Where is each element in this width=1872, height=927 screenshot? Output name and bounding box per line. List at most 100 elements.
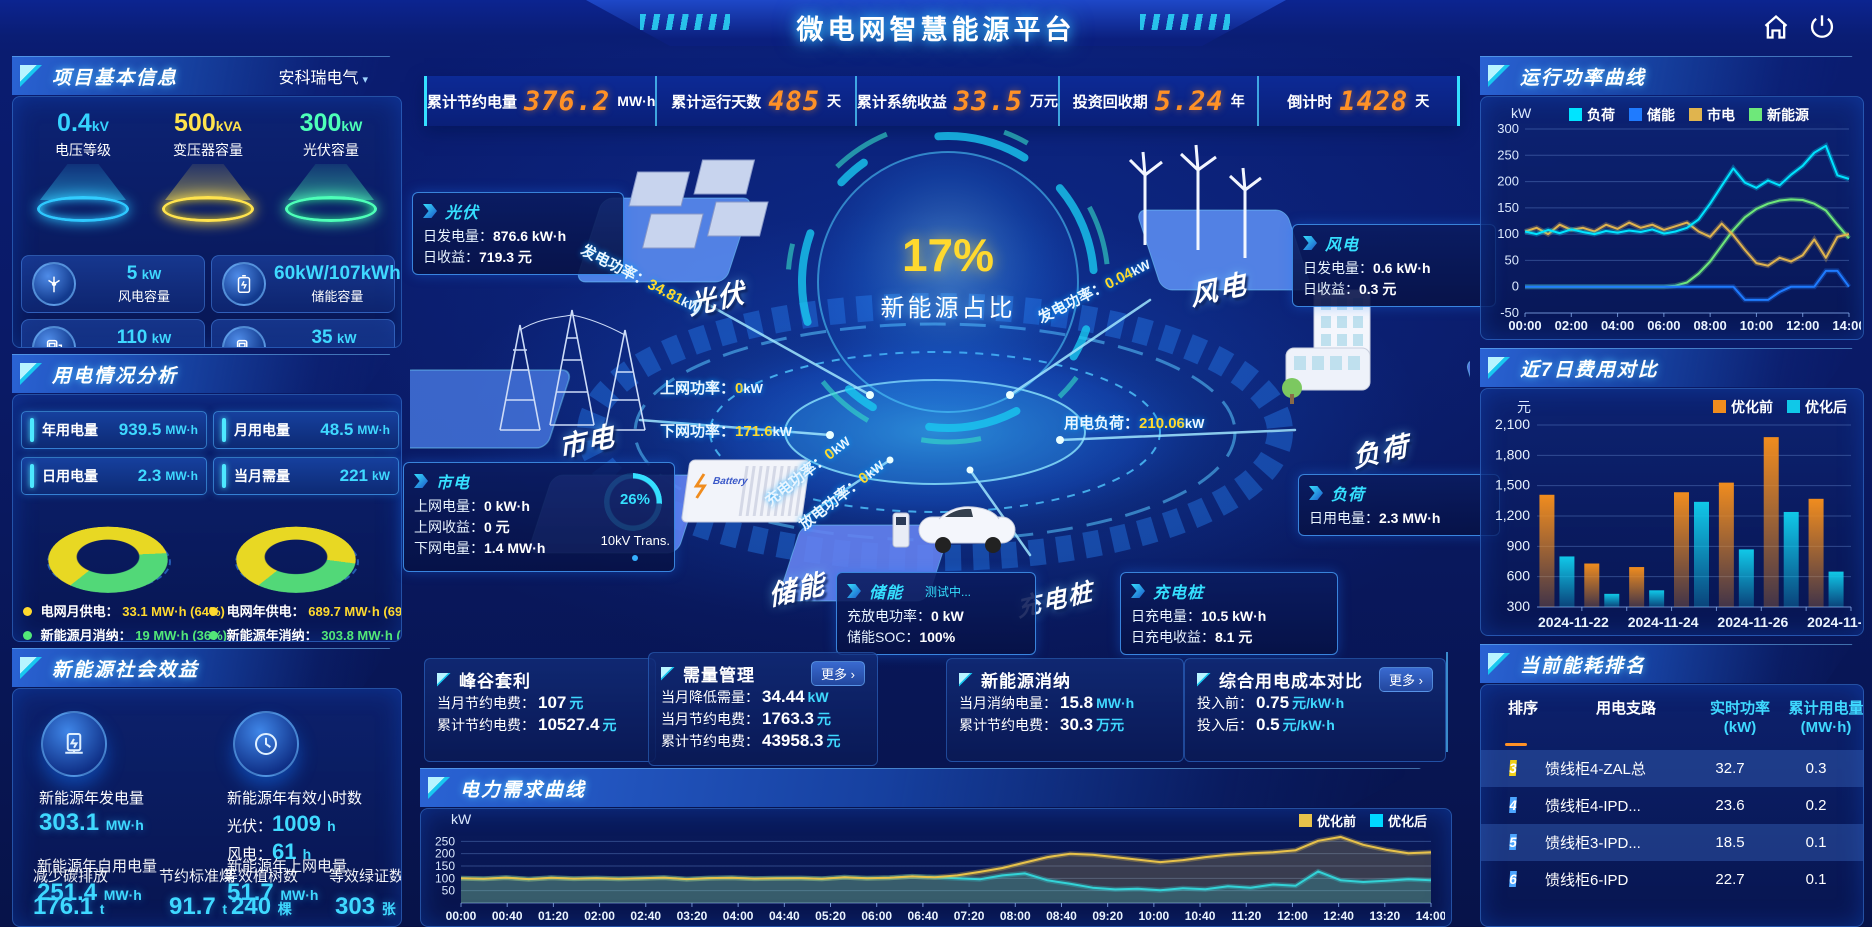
kpi-item: 倒计时 1428 天 (1257, 76, 1457, 126)
benefit-row: 累计节约电费： 10527.4 元 (437, 715, 617, 734)
benefit-value: 303 张 (335, 893, 396, 920)
sphere-outline (817, 151, 1079, 413)
spotlight-unit: kW (341, 118, 363, 134)
spotlight-stat: 300kW 光伏容量 (271, 109, 391, 222)
panel-header: 近7日费用对比 (1480, 348, 1853, 387)
capacity-label: 储能容量 (311, 289, 364, 304)
sphere-arc-2 (785, 130, 1111, 445)
scroll-indicator[interactable] (1505, 743, 1527, 746)
svg-text:-50: -50 (1500, 305, 1519, 320)
wind-turbine-icon (32, 262, 76, 306)
load-building-device (1282, 289, 1470, 437)
rank-badge: 5 (1509, 834, 1517, 850)
panel-title: 用电情况分析 (52, 365, 179, 387)
benefit-row: 当月节约电费： 107 元 (437, 693, 584, 712)
legend-entry: 储能 (1629, 105, 1675, 125)
kpi-label: 投资回收期 (1072, 93, 1148, 111)
kpi-unit: 天 (1415, 93, 1430, 109)
energy-stat-chip: 月用电量 48.5 MW·h (213, 411, 399, 449)
svg-text:50: 50 (442, 884, 456, 898)
home-icon[interactable] (1762, 13, 1790, 41)
benefit-card: 峰谷套利 当月节约电费： 107 元累计节约电费： 10527.4 元 (424, 658, 656, 762)
chevron-right-icon (1303, 236, 1317, 250)
capacity-label: 风电容量 (117, 289, 170, 304)
info-row: 日用电量：2.3 MW·h (1309, 510, 1441, 526)
benefit-value: 240 棵 (231, 893, 292, 920)
svg-text:10:00: 10:00 (1139, 909, 1170, 923)
transformer-load-gauge (604, 473, 662, 531)
card-corner-icon (437, 672, 451, 687)
benefit-row: 累计节约电费： 30.3 万元 (959, 715, 1125, 734)
spotlight-label: 光伏容量 (303, 142, 359, 158)
svg-text:00:00: 00:00 (446, 909, 477, 923)
glow-ring (37, 196, 129, 222)
svg-text:300: 300 (1507, 598, 1531, 614)
svg-text:04:40: 04:40 (769, 909, 800, 923)
dc-charger-icon (32, 326, 76, 347)
chip-unit: kW (372, 469, 390, 483)
table-row[interactable]: 5 馈线柜3-IPD... 18.5 0.1 (1481, 824, 1863, 861)
more-button[interactable]: 更多 › (811, 661, 865, 686)
chip-label: 年用电量 (42, 422, 98, 438)
donut (40, 526, 176, 593)
svg-text:1,200: 1,200 (1495, 507, 1530, 523)
capacity-value: 35 (311, 327, 333, 348)
capacity-unit: kW (141, 267, 162, 282)
energy-stat-chip: 日用电量 2.3 MW·h (21, 457, 207, 495)
power-icon[interactable] (1808, 13, 1836, 41)
kpi-value: 33.5 (953, 85, 1023, 117)
table-row[interactable]: 3 馈线柜4-ZAL总 32.7 0.3 (1481, 750, 1863, 787)
chip-value: 939.5 (118, 420, 162, 439)
chevron-right-icon (1309, 486, 1323, 500)
svg-text:250: 250 (435, 834, 455, 848)
panel-demand-curve: 电力需求曲线 kW 优化前 优化后 250 200 150 100 50 00:00 00:40 0… (420, 768, 1452, 927)
svg-text:00:00: 00:00 (1508, 318, 1541, 333)
info-box-title: 市电 (436, 475, 471, 492)
card-corner-icon (959, 672, 973, 687)
benefit-card: 新能源消纳 当月消纳电量： 15.8 MW·h 累计节约电费： 30.3 万元 (946, 658, 1184, 762)
svg-text:Battery: Battery (712, 476, 748, 487)
panel-corner-icon (1488, 65, 1510, 87)
svg-text:02:00: 02:00 (584, 909, 615, 923)
company-selector[interactable]: 安科瑞电气 ▾ (278, 64, 368, 88)
ranking-rows: 3 馈线柜4-ZAL总 32.7 0.3 4 馈线柜4-IPD... 23.6 … (1481, 750, 1863, 898)
spotlight-value: 0.4 (57, 109, 92, 137)
status-badge: 测试中... (925, 584, 972, 599)
donut-legend-item: 电网月供电： 33.1 MW·h (64%) (23, 601, 225, 620)
panel-title: 项目基本信息 (52, 67, 179, 89)
benefit-label: 等效绿证数 (329, 868, 402, 885)
light-cone (288, 164, 374, 200)
kpi-label: 累计系统收益 (856, 93, 947, 111)
table-row[interactable]: 4 馈线柜4-IPD... 23.6 0.2 (1481, 787, 1863, 824)
run-power-chart-body: kW 负荷 储能 市电 新能源 300 250 200 150 100 50 0 -50 00:00 02:… (1480, 96, 1864, 340)
svg-text:11:20: 11:20 (1231, 909, 1261, 923)
flow-label-grid-down: 下网功率：171.6kW (660, 423, 793, 440)
panel-header: 项目基本信息 (12, 56, 391, 95)
hologram-sphere (818, 152, 1078, 412)
more-button[interactable]: 更多 › (1379, 667, 1433, 692)
striped-ring (577, 293, 1293, 571)
header-left-decoration (640, 14, 730, 30)
benefit-row: 投入后： 0.5 元/kW·h (1197, 715, 1335, 734)
svg-text:1,500: 1,500 (1495, 477, 1530, 493)
capacity-value: 5 (126, 263, 138, 284)
svg-text:09:20: 09:20 (1092, 909, 1123, 923)
social-benefit-body: 新能源年发电量 303.1 MW·h 新能源年有效小时数 光伏：1009 h 风电：61… (12, 688, 402, 927)
chip-value: 48.5 (320, 420, 354, 439)
spotlight-label: 电压等级 (55, 142, 111, 158)
legend-dot (209, 631, 218, 640)
capacity-value: 60kW/107kWh (274, 263, 401, 284)
rank-badge: 6 (1509, 871, 1517, 887)
legend-value: 19 MW·h (36%) (135, 628, 227, 642)
demand-chart-body: kW 优化前 优化后 250 200 150 100 50 00:00 00:40 01:20 02:… (420, 808, 1452, 927)
kpi-label: 累计节约电量 (427, 93, 518, 111)
spotlight-value: 300 (299, 109, 342, 137)
info-row: 日收益：719.3 元 (423, 249, 532, 265)
legend-swatch (1298, 814, 1312, 827)
chart-legend: 负荷 储能 市电 新能源 (1569, 105, 1809, 125)
legend-value: 33.1 MW·h (64%) (122, 604, 225, 619)
donut-legend-item: 电网年供电： 689.7 MW·h (69%) (209, 601, 401, 620)
benefit-row: 投入前： 0.75 元/kW·h (1197, 693, 1345, 712)
table-row[interactable]: 6 馈线柜6-IPD 22.7 0.1 (1481, 861, 1863, 898)
info-box-title: 负荷 (1331, 487, 1366, 504)
